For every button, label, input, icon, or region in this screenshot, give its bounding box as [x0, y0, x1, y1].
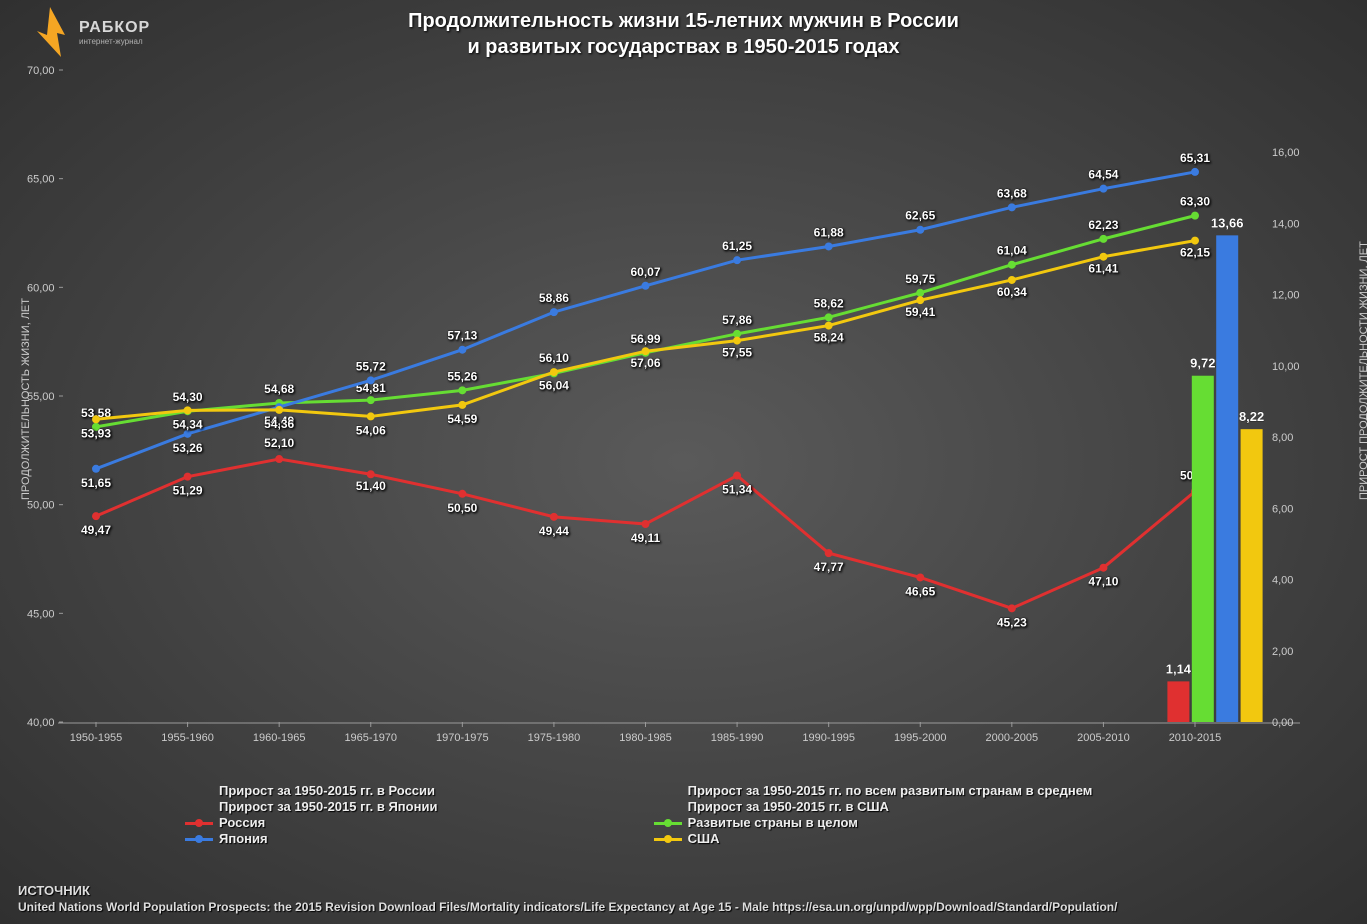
svg-text:2005-2010: 2005-2010: [1077, 732, 1130, 744]
bar-gain_dev: [1192, 376, 1214, 722]
svg-text:46,65: 46,65: [905, 584, 935, 598]
svg-text:52,10: 52,10: [264, 436, 294, 450]
svg-text:56,04: 56,04: [539, 378, 569, 392]
svg-text:51,29: 51,29: [173, 484, 203, 498]
svg-text:1985-1990: 1985-1990: [711, 732, 764, 744]
svg-text:0,00: 0,00: [1272, 717, 1293, 729]
svg-text:6,00: 6,00: [1272, 503, 1293, 515]
svg-text:50,00: 50,00: [27, 500, 55, 512]
svg-text:50,50: 50,50: [447, 501, 477, 515]
svg-text:56,10: 56,10: [539, 351, 569, 365]
svg-text:55,72: 55,72: [356, 359, 386, 373]
svg-text:51,65: 51,65: [81, 476, 111, 490]
svg-text:63,30: 63,30: [1180, 195, 1210, 209]
svg-text:64,54: 64,54: [1088, 168, 1118, 182]
svg-text:55,26: 55,26: [447, 369, 477, 383]
svg-text:54,59: 54,59: [447, 412, 477, 426]
svg-text:61,04: 61,04: [997, 244, 1027, 258]
svg-text:9,72: 9,72: [1190, 356, 1215, 371]
svg-text:16,00: 16,00: [1272, 147, 1300, 159]
svg-text:57,86: 57,86: [722, 313, 752, 327]
svg-text:1955-1960: 1955-1960: [161, 732, 214, 744]
svg-text:55,00: 55,00: [27, 391, 55, 403]
svg-text:57,06: 57,06: [630, 356, 660, 370]
svg-text:65,00: 65,00: [27, 174, 55, 186]
svg-text:1990-1995: 1990-1995: [802, 732, 855, 744]
svg-text:4,00: 4,00: [1272, 575, 1293, 587]
svg-text:49,44: 49,44: [539, 524, 569, 538]
svg-text:57,13: 57,13: [447, 329, 477, 343]
source-footer: ИСТОЧНИК United Nations World Population…: [18, 883, 1349, 914]
legend-item: Прирост за 1950-2015 гг. в США: [654, 799, 1119, 814]
svg-text:47,10: 47,10: [1088, 575, 1118, 589]
svg-text:60,07: 60,07: [630, 265, 660, 279]
series-developed: [96, 216, 1195, 427]
svg-text:70,00: 70,00: [27, 65, 55, 77]
svg-text:49,11: 49,11: [631, 531, 661, 545]
svg-text:1,14: 1,14: [1166, 661, 1192, 676]
svg-text:54,06: 54,06: [356, 423, 386, 437]
svg-text:61,25: 61,25: [722, 239, 752, 253]
svg-text:59,75: 59,75: [905, 272, 935, 286]
svg-text:51,40: 51,40: [356, 479, 386, 493]
svg-text:2000-2005: 2000-2005: [986, 732, 1039, 744]
series-japan: [96, 172, 1195, 469]
svg-text:12,00: 12,00: [1272, 290, 1300, 302]
bar-gain_japan: [1216, 235, 1238, 722]
legend-item: Япония: [185, 831, 650, 846]
legend-item: Россия: [185, 815, 650, 830]
svg-text:62,65: 62,65: [905, 209, 935, 223]
svg-text:62,15: 62,15: [1180, 246, 1210, 260]
bar-gain_russia: [1167, 681, 1189, 722]
svg-text:45,23: 45,23: [997, 615, 1027, 629]
legend-item: Прирост за 1950-2015 гг. по всем развиты…: [654, 783, 1119, 798]
svg-text:59,41: 59,41: [905, 305, 935, 319]
svg-text:61,88: 61,88: [814, 225, 844, 239]
svg-text:13,66: 13,66: [1211, 215, 1244, 230]
svg-text:53,93: 53,93: [81, 426, 111, 440]
svg-text:10,00: 10,00: [1272, 361, 1300, 373]
svg-text:63,68: 63,68: [997, 186, 1027, 200]
svg-text:1975-1980: 1975-1980: [528, 732, 581, 744]
svg-text:61,41: 61,41: [1088, 262, 1118, 276]
svg-text:49,47: 49,47: [81, 523, 111, 537]
svg-text:53,26: 53,26: [173, 441, 203, 455]
svg-text:57,55: 57,55: [722, 346, 752, 360]
legend-item: Прирост за 1950-2015 гг. в Японии: [185, 799, 650, 814]
svg-text:1970-1975: 1970-1975: [436, 732, 489, 744]
svg-text:58,62: 58,62: [814, 296, 844, 310]
svg-text:54,68: 54,68: [264, 382, 294, 396]
svg-text:58,86: 58,86: [539, 291, 569, 305]
svg-text:60,00: 60,00: [27, 282, 55, 294]
svg-text:8,22: 8,22: [1239, 409, 1264, 424]
svg-text:54,34: 54,34: [173, 417, 203, 431]
svg-text:1950-1955: 1950-1955: [70, 732, 123, 744]
chart-container: РАБКОР интернет-журнал Продолжительность…: [0, 0, 1367, 924]
svg-text:60,34: 60,34: [997, 285, 1027, 299]
svg-text:56,99: 56,99: [630, 332, 660, 346]
svg-text:58,24: 58,24: [814, 331, 844, 345]
legend-item: Прирост за 1950-2015 гг. в России: [185, 783, 650, 798]
svg-text:54,36: 54,36: [264, 417, 294, 431]
bar-gain_usa: [1241, 429, 1263, 722]
svg-text:54,30: 54,30: [173, 390, 203, 404]
svg-text:2,00: 2,00: [1272, 646, 1293, 658]
svg-text:40,00: 40,00: [27, 717, 55, 729]
svg-text:1995-2000: 1995-2000: [894, 732, 947, 744]
legend: Прирост за 1950-2015 гг. в РоссииПрирост…: [185, 782, 1327, 847]
svg-text:45,00: 45,00: [27, 608, 55, 620]
svg-text:14,00: 14,00: [1272, 218, 1300, 230]
svg-text:62,23: 62,23: [1088, 218, 1118, 232]
legend-item: США: [654, 831, 1119, 846]
svg-text:8,00: 8,00: [1272, 432, 1293, 444]
svg-text:1965-1970: 1965-1970: [344, 732, 397, 744]
svg-text:51,34: 51,34: [722, 483, 752, 497]
svg-text:2010-2015: 2010-2015: [1169, 732, 1222, 744]
svg-text:1960-1965: 1960-1965: [253, 732, 306, 744]
svg-text:65,31: 65,31: [1180, 151, 1210, 165]
legend-item: Развитые страны в целом: [654, 815, 1119, 830]
svg-text:1980-1985: 1980-1985: [619, 732, 672, 744]
svg-text:47,77: 47,77: [814, 560, 844, 574]
